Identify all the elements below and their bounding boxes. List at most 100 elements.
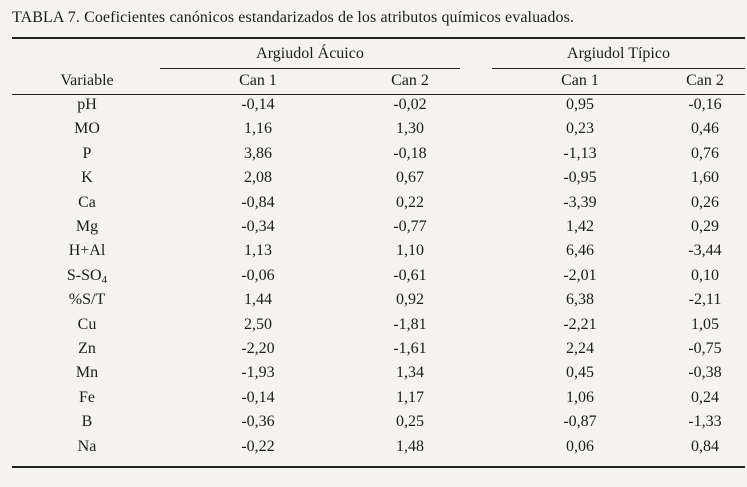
row-value-a2: -0,61 [393, 267, 427, 284]
row-value-a1: 3,86 [244, 145, 272, 162]
row-value-a1: -2,20 [241, 340, 275, 357]
row-value-a2: -0,18 [393, 145, 427, 162]
row-value-b2: 0,10 [691, 267, 719, 284]
variable-name: %S/T [68, 291, 106, 308]
row-value-a1: -0,36 [241, 413, 275, 430]
variable-name: Fe [79, 389, 95, 406]
row-value-a2: -1,81 [393, 316, 427, 333]
row-value-a1: -0,14 [241, 389, 275, 406]
row-value-b2: -1,33 [688, 413, 722, 430]
row-value-a2: 1,10 [396, 242, 424, 259]
row-value-a2: -0,02 [393, 96, 427, 113]
column-header-acuico-can2: Can 2 [391, 72, 429, 89]
row-value-a2: 1,17 [396, 389, 424, 406]
row-variable-label: H+Al [12, 242, 162, 260]
bottom-rule [12, 466, 745, 468]
row-value-a2: -1,61 [393, 340, 427, 357]
variable-name: Zn [78, 340, 96, 357]
row-value-b2: 0,46 [691, 120, 719, 137]
variable-name: Na [77, 438, 97, 455]
row-value-a1: -0,14 [241, 96, 275, 113]
variable-name: Cu [77, 316, 97, 333]
row-value-a1: 1,16 [244, 120, 272, 137]
row-variable-label: Ca [12, 194, 162, 212]
row-value-a1: -1,93 [241, 364, 275, 381]
row-variable-label: S-SO4 [12, 267, 162, 286]
row-value-b1: 0,45 [566, 364, 594, 381]
row-value-b2: 0,29 [691, 218, 719, 235]
row-value-a1: -0,06 [241, 267, 275, 284]
table-caption: TABLA 7. Coeficientes canónicos estandar… [12, 9, 574, 26]
top-rule [12, 37, 745, 39]
row-variable-label: Cu [12, 316, 162, 334]
row-value-b1: -1,13 [563, 145, 597, 162]
row-value-b2: 0,24 [691, 389, 719, 406]
row-value-a1: -0,34 [241, 218, 275, 235]
row-variable-label: %S/T [12, 291, 162, 309]
row-value-a2: 0,22 [396, 194, 424, 211]
row-value-b1: 0,23 [566, 120, 594, 137]
variable-name: H+Al [68, 242, 106, 259]
row-value-b1: 1,06 [566, 389, 594, 406]
column-header-tipico-can2: Can 2 [686, 72, 724, 89]
row-variable-label: Fe [12, 389, 162, 407]
variable-name: Ca [78, 194, 96, 211]
row-variable-label: K [12, 169, 162, 187]
row-value-a1: 1,44 [244, 291, 272, 308]
row-value-a2: 1,30 [396, 120, 424, 137]
row-value-b2: -0,16 [688, 96, 722, 113]
row-variable-label: pH [12, 96, 162, 114]
variable-subscript: 4 [101, 274, 108, 286]
row-value-b1: -2,21 [563, 316, 597, 333]
group-header-argiudol-acuico: Argiudol Ácuico [256, 45, 364, 62]
row-value-b2: 1,05 [691, 316, 719, 333]
row-value-b1: 1,42 [566, 218, 594, 235]
row-value-b1: 0,06 [566, 438, 594, 455]
row-value-a1: -0,22 [241, 438, 275, 455]
variable-name: pH [77, 96, 97, 113]
row-value-b2: -0,38 [688, 364, 722, 381]
row-variable-label: Zn [12, 340, 162, 358]
row-value-b2: 0,76 [691, 145, 719, 162]
row-value-b1: 6,46 [566, 242, 594, 259]
row-value-a2: -0,77 [393, 218, 427, 235]
variable-name: MO [74, 120, 100, 137]
row-variable-label: Mg [12, 218, 162, 236]
row-value-a2: 1,48 [396, 438, 424, 455]
row-value-b2: 0,26 [691, 194, 719, 211]
row-value-b2: 0,84 [691, 438, 719, 455]
row-value-b1: -2,01 [563, 267, 597, 284]
row-value-b2: -3,44 [688, 242, 722, 259]
column-header-variable: Variable [60, 72, 114, 89]
group-underline-acuico [160, 68, 460, 69]
row-value-b1: -3,39 [563, 194, 597, 211]
variable-name: P [82, 145, 92, 162]
row-value-b2: 1,60 [691, 169, 719, 186]
header-rule [12, 94, 745, 95]
row-value-b2: -0,75 [688, 340, 722, 357]
row-value-a1: 2,08 [244, 169, 272, 186]
row-value-b2: -2,11 [688, 291, 722, 308]
row-value-b1: 2,24 [566, 340, 594, 357]
row-value-a1: 2,50 [244, 316, 272, 333]
row-value-b1: 6,38 [566, 291, 594, 308]
row-value-a1: -0,84 [241, 194, 275, 211]
row-value-a2: 0,25 [396, 413, 424, 430]
group-header-argiudol-tipico: Argiudol Típico [567, 45, 670, 62]
row-variable-label: P [12, 145, 162, 163]
row-value-b1: -0,87 [563, 413, 597, 430]
variable-name: Mg [75, 218, 99, 235]
row-value-a2: 1,34 [396, 364, 424, 381]
row-value-b1: 0,95 [566, 96, 594, 113]
column-header-tipico-can1: Can 1 [561, 72, 599, 89]
variable-name: B [81, 413, 93, 430]
variable-name: Mn [75, 364, 99, 381]
row-value-a2: 0,67 [396, 169, 424, 186]
group-underline-tipico [492, 68, 745, 69]
row-value-b1: -0,95 [563, 169, 597, 186]
row-variable-label: MO [12, 120, 162, 138]
variable-name: S-SO [66, 267, 102, 284]
row-variable-label: Mn [12, 364, 162, 382]
row-variable-label: B [12, 413, 162, 431]
